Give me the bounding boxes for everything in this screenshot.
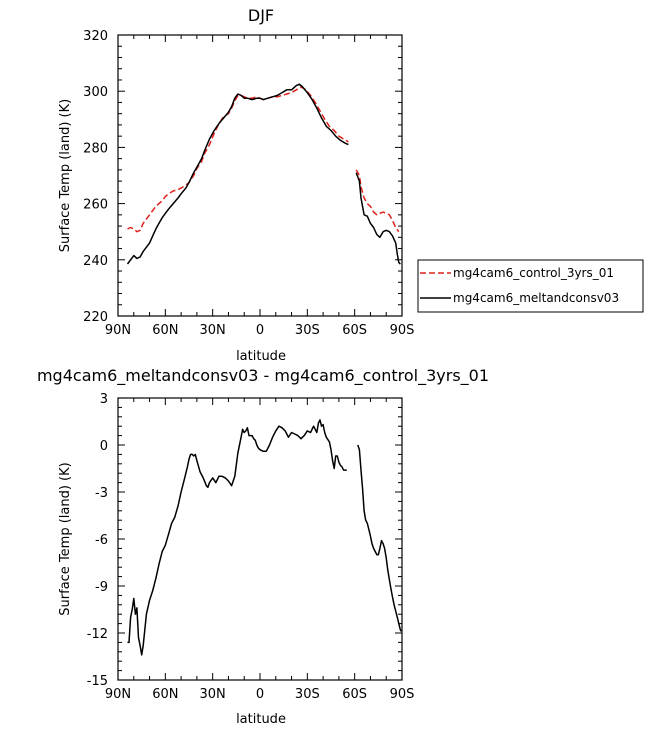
legend-label-melt: mg4cam6_meltandconsv03: [453, 291, 619, 305]
x-tick-label: 90N: [105, 323, 131, 338]
y-tick-label: -6: [95, 533, 108, 548]
y-tick-label: 0: [100, 439, 108, 454]
x-tick-label: 90N: [105, 687, 131, 702]
x-tick-label: 60S: [342, 687, 367, 702]
x-tick-label: 30S: [295, 323, 320, 338]
panel-bottom-frame: [117, 397, 403, 681]
panel-top: DJF 90N 60N 30N 0 30S 60S 90S 220 240 260 280 300 32…: [58, 6, 414, 364]
series-line-mg4cam6_control_3yrs_01: [355, 169, 400, 233]
x-tick-label: 90S: [390, 687, 415, 702]
x-tick-label: 0: [256, 687, 264, 702]
series-line-mg4cam6_meltandconsv03: [355, 172, 401, 265]
y-tick-label: -3: [95, 486, 108, 501]
x-tick-label: 30N: [200, 323, 226, 338]
y-tick-label: 240: [83, 254, 108, 269]
panel-bottom-title: mg4cam6_meltandconsv03 - mg4cam6_control…: [37, 366, 489, 386]
y-tick-label: 3: [100, 392, 108, 407]
y-tick-label: -12: [87, 627, 108, 642]
y-tick-label: -9: [95, 580, 108, 595]
x-tick-label: 60S: [342, 323, 367, 338]
legend-label-control: mg4cam6_control_3yrs_01: [453, 266, 614, 280]
y-tick-label: 220: [83, 310, 108, 325]
series-line-difference: [357, 444, 402, 632]
y-tick-label: 260: [83, 198, 108, 213]
panel-bottom-y-axis-label: Surface Temp (land) (K): [58, 462, 73, 615]
series-line-mg4cam6_meltandconsv03: [126, 83, 349, 265]
x-tick-label: 60N: [152, 687, 178, 702]
panel-bottom-x-axis-label: latitude: [236, 712, 286, 727]
y-tick-label: 300: [83, 85, 108, 100]
x-tick-label: 0: [256, 323, 264, 338]
x-tick-label: 90S: [390, 323, 415, 338]
legend: mg4cam6_control_3yrs_01 mg4cam6_meltandc…: [417, 259, 644, 313]
panel-top-x-axis-label: latitude: [236, 349, 286, 364]
y-tick-label: 320: [83, 29, 108, 44]
panel-top-y-axis-label: Surface Temp (land) (K): [58, 99, 73, 252]
series-line-mg4cam6_control_3yrs_01: [127, 86, 349, 233]
legend-box: [417, 259, 644, 313]
series-line-difference: [127, 419, 347, 656]
panel-top-title: DJF: [248, 6, 274, 25]
y-tick-label: -15: [87, 674, 108, 689]
x-tick-label: 30N: [200, 687, 226, 702]
y-tick-label: 280: [83, 141, 108, 156]
panel-bottom: mg4cam6_meltandconsv03 - mg4cam6_control…: [37, 366, 489, 727]
x-tick-label: 30S: [295, 687, 320, 702]
x-tick-label: 60N: [152, 323, 178, 338]
panel-top-frame: [117, 34, 403, 317]
